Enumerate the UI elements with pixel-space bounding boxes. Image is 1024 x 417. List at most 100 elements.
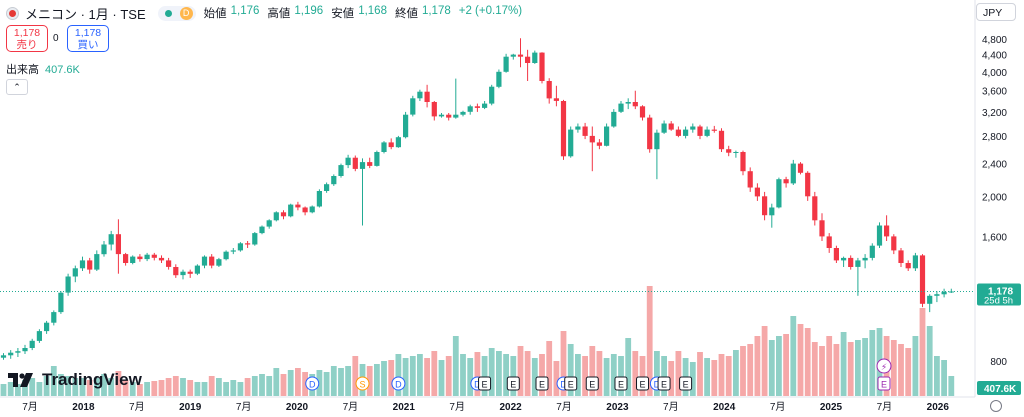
time-tick-label: 7月 (449, 401, 465, 413)
volume-bar (172, 376, 179, 396)
volume-bar (151, 381, 158, 396)
buy-button[interactable]: 1,178 買い (67, 25, 109, 52)
price-tick-label: 3,200 (982, 108, 1007, 119)
candle-body (876, 225, 883, 246)
time-tick-label: 2025 (820, 402, 843, 413)
candle-body (776, 179, 782, 208)
candle-body (912, 255, 918, 269)
volume-bar (251, 376, 258, 396)
volume-bar (402, 358, 409, 396)
candle-body (611, 111, 617, 127)
event-marker-circle (355, 376, 370, 391)
candle-body (891, 236, 897, 251)
volume-bar (474, 352, 481, 396)
volume-bar (804, 328, 811, 396)
price-tick-label: 4,000 (982, 68, 1007, 79)
volume-bar (596, 351, 603, 396)
time-tick-label: 7月 (343, 401, 359, 413)
candle-body (374, 152, 380, 166)
candle-body (482, 103, 488, 108)
candle-body (740, 152, 746, 172)
volume-legend[interactable]: 出来高 407.6K (6, 61, 80, 77)
volume-bar (266, 376, 273, 396)
time-tick-label: 2019 (179, 402, 202, 413)
volume-bar (144, 382, 150, 396)
candle-body (560, 101, 567, 157)
candle-body (123, 254, 129, 263)
symbol-title[interactable]: メニコン · 1月 · TSE (25, 6, 146, 22)
event-marker-letter: E (539, 380, 545, 390)
tradingview-logo[interactable]: TradingView (8, 370, 142, 390)
price-tick-label: 2,000 (982, 192, 1007, 203)
volume-bar (72, 378, 79, 396)
candle-body (905, 263, 911, 269)
candle-body (790, 163, 796, 184)
volume-bar (747, 344, 754, 396)
volume-bar (345, 366, 351, 396)
volume-bar (575, 354, 581, 396)
volume-bar (496, 351, 502, 396)
volume-bar (115, 371, 122, 396)
volume-bar (768, 340, 775, 396)
candle-body (72, 268, 78, 277)
candle-body (44, 322, 50, 332)
candle-body (144, 254, 150, 260)
volume-bar (740, 346, 746, 396)
high-value: 1,196 (294, 5, 324, 17)
candle-body (94, 254, 100, 270)
currency-button[interactable]: JPY (976, 3, 1016, 21)
volume-bar (704, 358, 710, 396)
candle-body (302, 207, 308, 213)
volume-bar (352, 356, 359, 396)
volume-bar (287, 370, 294, 396)
volume-bar (467, 358, 474, 396)
candle-body (661, 123, 667, 133)
price-tick-label: 2,800 (982, 132, 1007, 143)
time-tick-label: 7月 (770, 401, 786, 413)
volume-bar (36, 382, 43, 396)
collapse-chevron-up-icon[interactable]: ⌃ (6, 79, 28, 95)
candle-body (417, 91, 423, 99)
candle-body (115, 234, 121, 255)
candle-body (539, 52, 545, 81)
settings-gear-icon[interactable] (990, 400, 1002, 412)
volume-bar (79, 378, 86, 396)
candle-body (711, 129, 717, 131)
volume-bar (567, 344, 574, 396)
volume-bar (948, 376, 955, 396)
candle-body (316, 191, 322, 207)
future-earnings-marker (877, 376, 891, 391)
volume-bar (912, 336, 919, 396)
change-value: +2 (+0.17%) (458, 5, 523, 17)
volume-bar (934, 356, 940, 396)
time-tick-label: 2026 (927, 402, 950, 413)
volume-bar (481, 356, 488, 396)
earnings-marker: E (614, 376, 628, 391)
event-marker-letter: E (683, 380, 689, 390)
candle-body (718, 130, 725, 150)
volume-bar (338, 368, 344, 396)
event-marker-letter: D (654, 380, 661, 390)
low-value: 1,168 (358, 5, 387, 17)
dividend-badge: D (179, 6, 193, 20)
last-price-tag (977, 283, 1021, 306)
candle-body (553, 98, 559, 101)
event-marker-letter: E (589, 380, 595, 390)
sell-button[interactable]: 1,178 売り (6, 25, 48, 52)
volume-bar (840, 332, 847, 396)
candle-body (467, 106, 473, 112)
candle-body (65, 276, 71, 293)
volume-bar (15, 384, 21, 396)
market-open-dot-icon (164, 9, 172, 17)
candle-body (690, 126, 696, 130)
volume-bar (201, 382, 208, 396)
volume-bar (855, 340, 861, 396)
candle-body (51, 312, 57, 323)
market-status-pill[interactable]: D (157, 5, 196, 21)
candle-body (754, 187, 760, 197)
earnings-marker: E (478, 376, 492, 391)
candle-body (805, 172, 811, 197)
event-marker-circle (305, 376, 320, 391)
open-label: 始値 (203, 8, 227, 20)
